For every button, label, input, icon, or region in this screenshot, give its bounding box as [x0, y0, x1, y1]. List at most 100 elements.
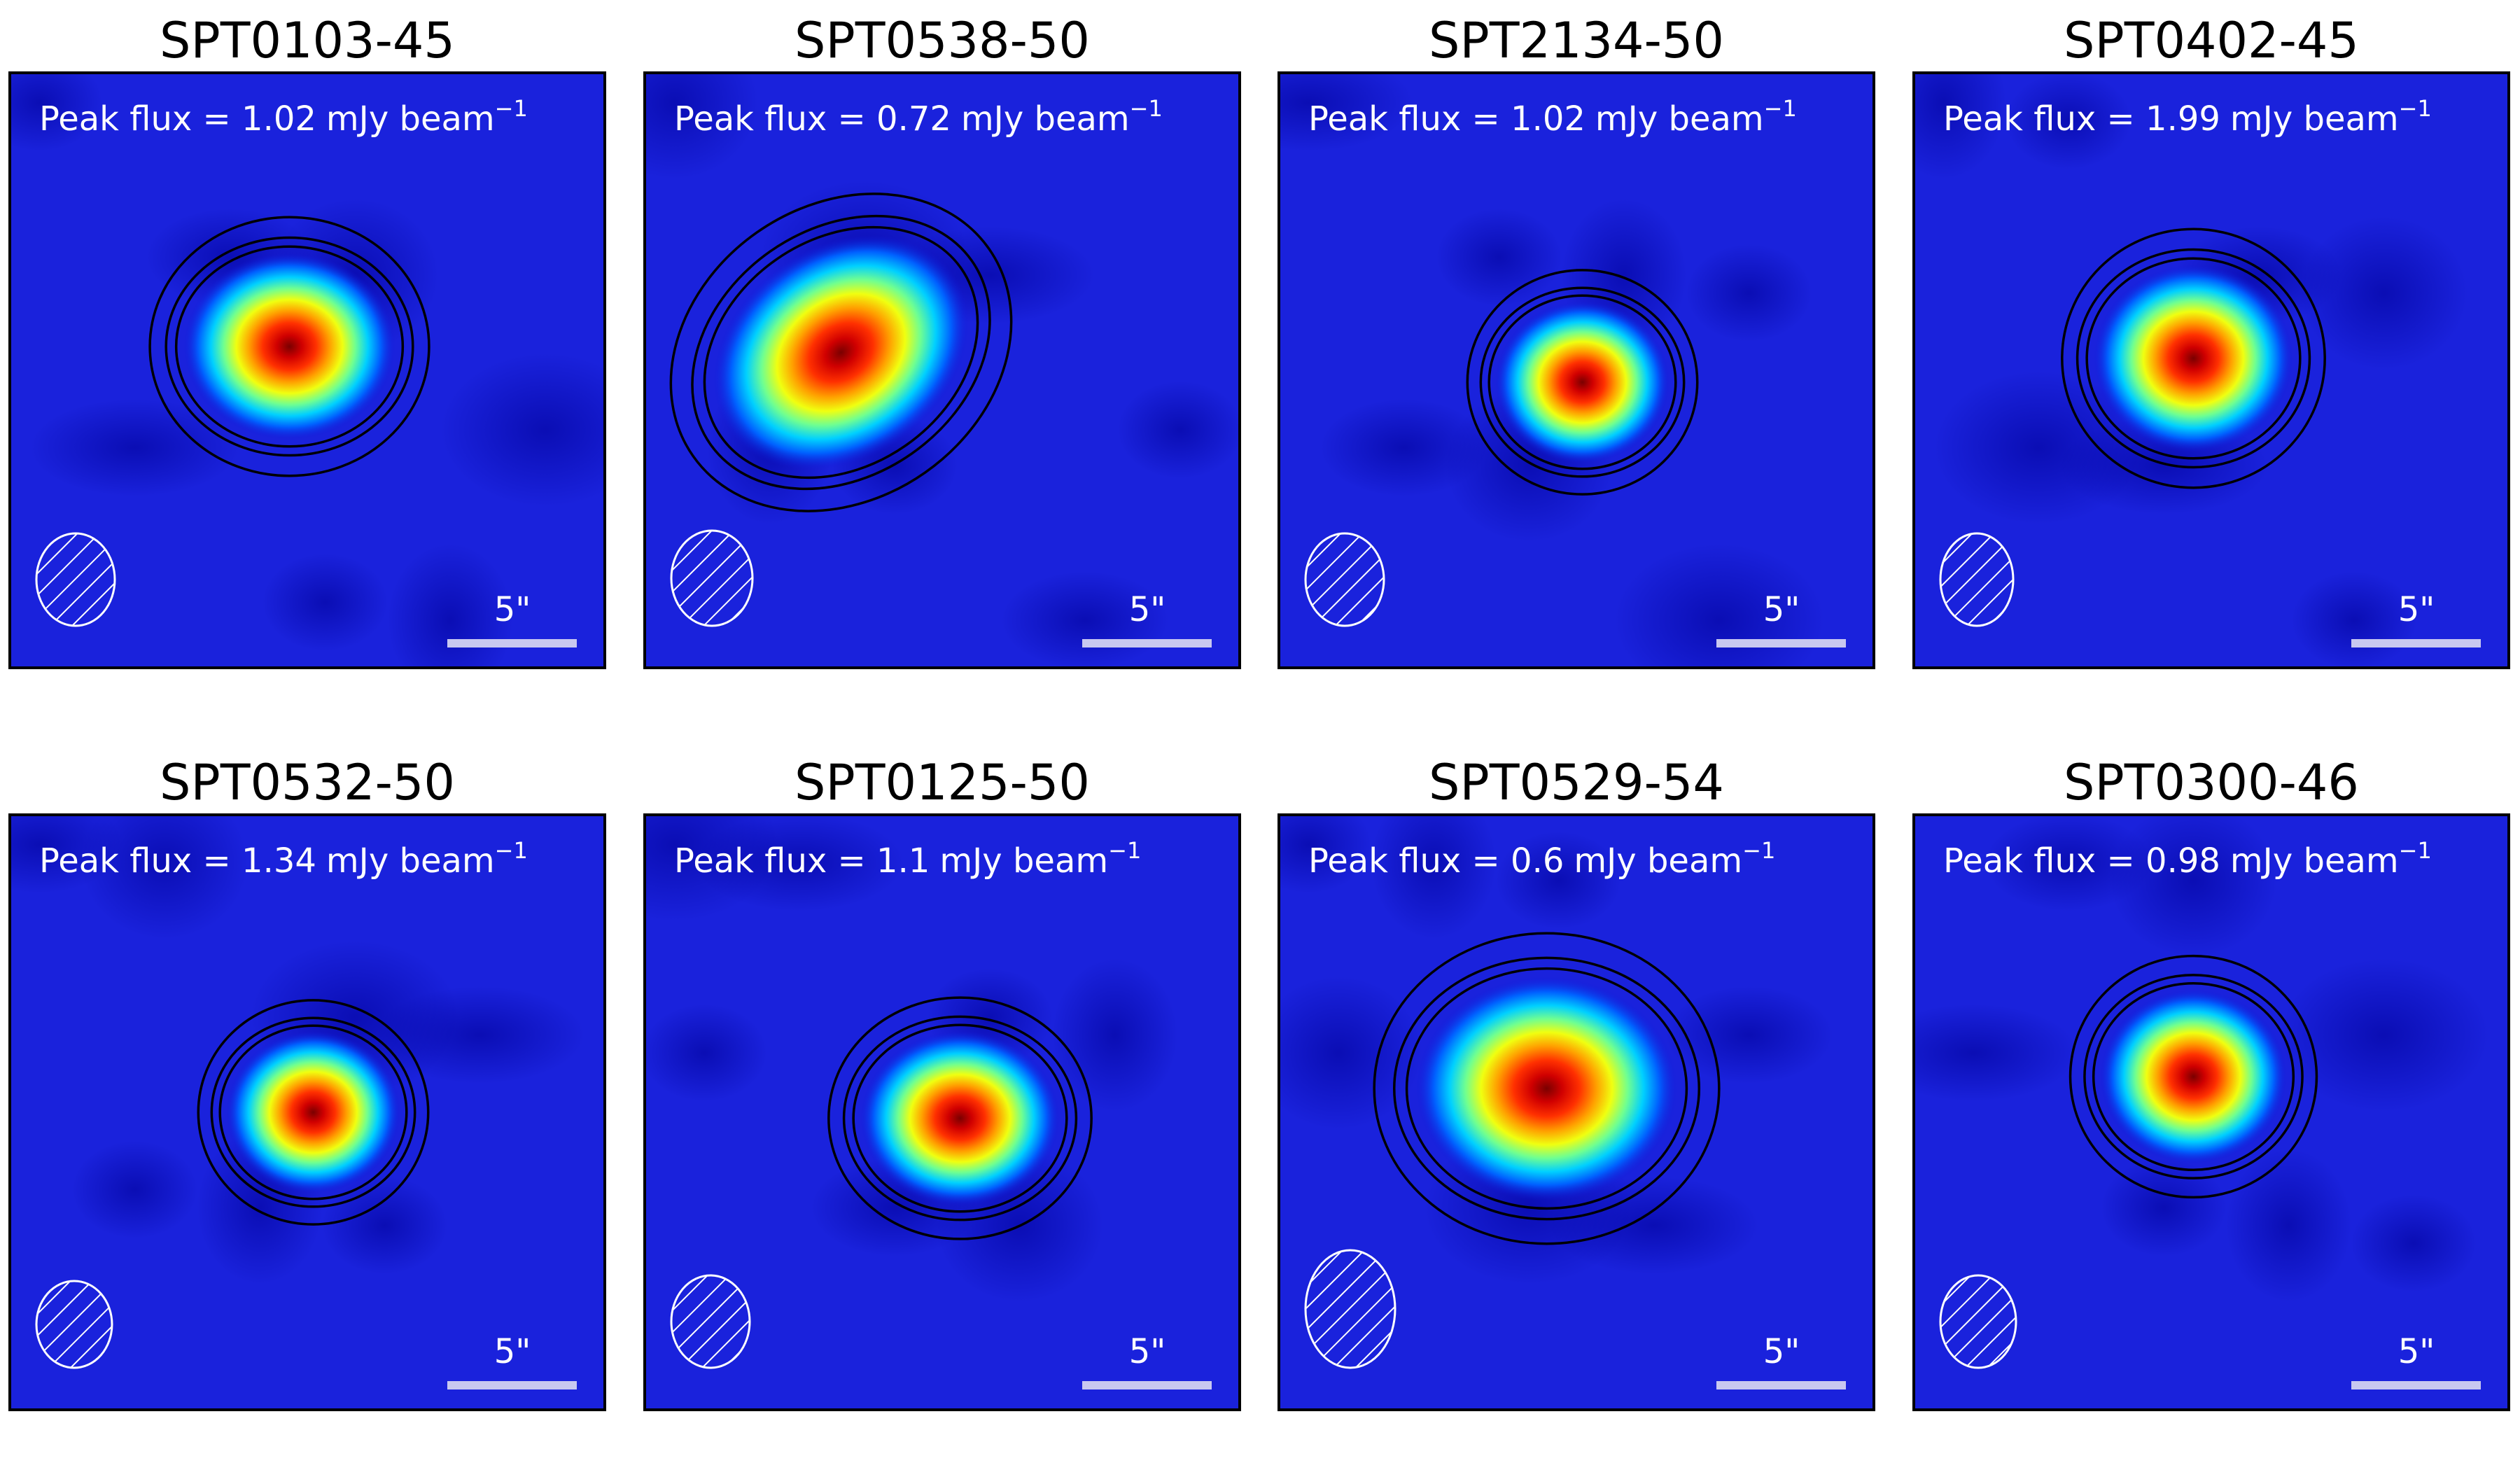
contour — [1405, 967, 1688, 1210]
panel: SPT0529-54 5" Peak flux = 0.6 mJy beam−1 — [1278, 754, 1875, 1411]
flux-exponent: −1 — [1764, 95, 1797, 122]
frame — [643, 813, 1241, 1411]
panel-title: SPT0103-45 — [160, 12, 455, 69]
source — [225, 1030, 401, 1194]
flux-unit: mJy beam — [326, 99, 495, 139]
panel: SPT0300-46 5" Peak flux = 0.98 mJy beam−1 — [1912, 754, 2510, 1411]
noise — [387, 543, 513, 668]
source — [183, 253, 396, 440]
frame — [1912, 813, 2510, 1411]
flux-unit: mJy beam — [1574, 841, 1742, 881]
contour — [842, 1015, 1078, 1222]
beam — [35, 532, 116, 627]
noise — [440, 353, 605, 507]
peak-flux: Peak flux = 0.72 mJy beam−1 — [674, 95, 1163, 139]
contour — [148, 216, 430, 477]
flux-prefix: Peak flux = — [674, 841, 876, 881]
image: 5" Peak flux = 1.34 mJy beam−1 — [10, 815, 605, 1410]
contour — [1392, 956, 1701, 1221]
frame — [8, 71, 606, 669]
flux-value: 1.1 — [876, 841, 930, 881]
contour — [703, 225, 979, 479]
panel-title: SPT0300-46 — [2064, 754, 2359, 811]
contour — [174, 245, 405, 448]
flux-value: 0.72 — [876, 99, 951, 139]
source — [2099, 989, 2288, 1164]
flux-unit: mJy beam — [2230, 841, 2399, 881]
contour — [210, 1016, 416, 1208]
contour — [2092, 981, 2295, 1172]
flux-value: 0.6 — [1511, 841, 1564, 881]
flux-value: 1.02 — [1511, 99, 1586, 139]
flux-value: 1.99 — [2146, 99, 2220, 139]
flux-exponent: −1 — [495, 95, 528, 122]
contour — [1488, 294, 1677, 470]
panel: SPT0103-45 5" Peak flux = 1.02 mJy beam−1 — [8, 12, 606, 669]
flux-exponent: −1 — [2399, 837, 2432, 864]
beam — [1304, 532, 1385, 627]
panel-title: SPT0125-50 — [794, 754, 1090, 811]
noise — [2351, 1194, 2477, 1292]
noise — [1495, 831, 1622, 930]
flux-unit: mJy beam — [1595, 99, 1764, 139]
noise — [2005, 73, 2132, 169]
noise — [1686, 244, 1812, 342]
noise — [1117, 381, 1240, 479]
beam — [670, 529, 754, 627]
contour — [669, 192, 1013, 512]
contour — [197, 999, 430, 1226]
noise — [10, 73, 103, 152]
noise — [645, 1004, 767, 1102]
contour — [164, 236, 414, 457]
contour — [1373, 932, 1721, 1245]
peak-flux: Peak flux = 1.34 mJy beam−1 — [39, 837, 528, 881]
noise — [1914, 1004, 2078, 1102]
source — [860, 1030, 1060, 1206]
beam — [1939, 532, 2015, 627]
frame — [1912, 71, 2510, 669]
peak-flux: Peak flux = 1.1 mJy beam−1 — [674, 837, 1141, 881]
source — [1415, 976, 1678, 1201]
noise — [1984, 815, 2152, 911]
noise — [2109, 815, 2278, 958]
contour — [852, 1023, 1068, 1213]
scale-label: 5" — [1129, 1332, 1166, 1371]
noise — [1279, 815, 1372, 894]
flux-exponent: −1 — [1130, 95, 1163, 122]
contour — [2076, 248, 2311, 469]
noise — [1436, 208, 1562, 307]
flux-exponent: −1 — [1108, 837, 1141, 864]
flux-exponent: −1 — [2399, 95, 2432, 122]
noise — [645, 73, 759, 180]
scale-label: 5" — [494, 1332, 531, 1371]
flux-prefix: Peak flux = — [39, 841, 241, 881]
source — [2093, 265, 2294, 452]
contour — [827, 996, 1093, 1240]
peak-flux: Peak flux = 1.02 mJy beam−1 — [1308, 95, 1797, 139]
flux-prefix: Peak flux = — [674, 99, 876, 139]
frame — [1278, 813, 1875, 1411]
noise — [1371, 815, 1497, 939]
noise — [2225, 1148, 2352, 1303]
noise — [2101, 1158, 2227, 1256]
panel: SPT0532-50 5" Peak flux = 1.34 mJy beam−1 — [8, 754, 606, 1411]
noise — [1320, 398, 1488, 497]
image: 5" Peak flux = 1.1 mJy beam−1 — [645, 815, 1240, 1410]
panel-title: SPT2134-50 — [1429, 12, 1724, 69]
contour — [218, 1024, 408, 1200]
scale-label: 5" — [2398, 590, 2435, 629]
noise — [1279, 73, 1414, 152]
peak-flux: Peak flux = 0.98 mJy beam−1 — [1943, 837, 2432, 881]
flux-unit: mJy beam — [2230, 99, 2399, 139]
noise — [1279, 976, 1422, 1130]
image: 5" Peak flux = 0.6 mJy beam−1 — [1279, 815, 1874, 1410]
flux-exponent: −1 — [1742, 837, 1775, 864]
contour — [1466, 269, 1699, 496]
panel: SPT0402-45 5" Peak flux = 1.99 mJy beam−1 — [1912, 12, 2510, 669]
source — [1494, 300, 1670, 464]
peak-flux: Peak flux = 0.6 mJy beam−1 — [1308, 837, 1775, 881]
image: 5" Peak flux = 0.72 mJy beam−1 — [645, 73, 1240, 668]
beam — [1939, 1274, 2017, 1369]
beam — [1304, 1249, 1396, 1369]
